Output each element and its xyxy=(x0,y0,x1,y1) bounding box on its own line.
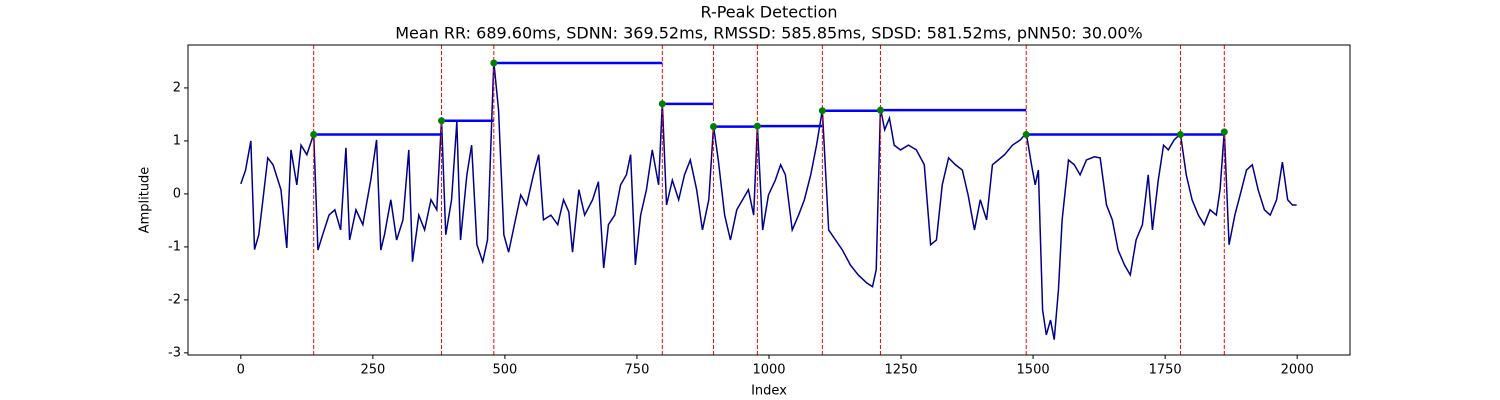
x-tick-label: 250 xyxy=(360,363,385,378)
x-tick-label: 500 xyxy=(492,363,517,378)
signal-line xyxy=(240,61,1297,340)
plot-frame xyxy=(187,44,1351,356)
r-peak xyxy=(753,122,761,130)
x-tick-label: 2000 xyxy=(1281,363,1314,378)
r-peak xyxy=(818,107,826,115)
r-peak xyxy=(310,131,318,139)
y-tick-label: 1 xyxy=(173,133,181,148)
y-tick-label: -1 xyxy=(168,239,181,254)
y-tick-label: -2 xyxy=(168,292,181,307)
r-peak xyxy=(710,123,718,131)
r-peak xyxy=(876,106,884,114)
chart-subtitle: Mean RR: 689.60ms, SDNN: 369.52ms, RMSSD… xyxy=(395,24,1143,43)
y-tick-label: 0 xyxy=(173,186,181,201)
x-tick-label: 1500 xyxy=(1017,363,1050,378)
r-peak xyxy=(1220,128,1228,136)
x-tick-label: 1750 xyxy=(1149,363,1182,378)
chart-title: R-Peak Detection xyxy=(700,3,837,22)
y-tick-label: -3 xyxy=(168,345,181,360)
x-tick-label: 1000 xyxy=(752,363,785,378)
y-axis-label: Amplitude xyxy=(138,167,153,234)
x-tick-label: 0 xyxy=(237,363,245,378)
x-axis-label: Index xyxy=(751,384,787,399)
y-tick-label: 2 xyxy=(173,80,181,95)
r-peak xyxy=(658,100,666,108)
x-tick-label: 1250 xyxy=(884,363,917,378)
r-peak xyxy=(438,117,446,125)
r-peak xyxy=(1022,131,1030,139)
r-peak xyxy=(1176,131,1184,139)
r-peak xyxy=(490,59,498,67)
x-tick-label: 750 xyxy=(625,363,650,378)
